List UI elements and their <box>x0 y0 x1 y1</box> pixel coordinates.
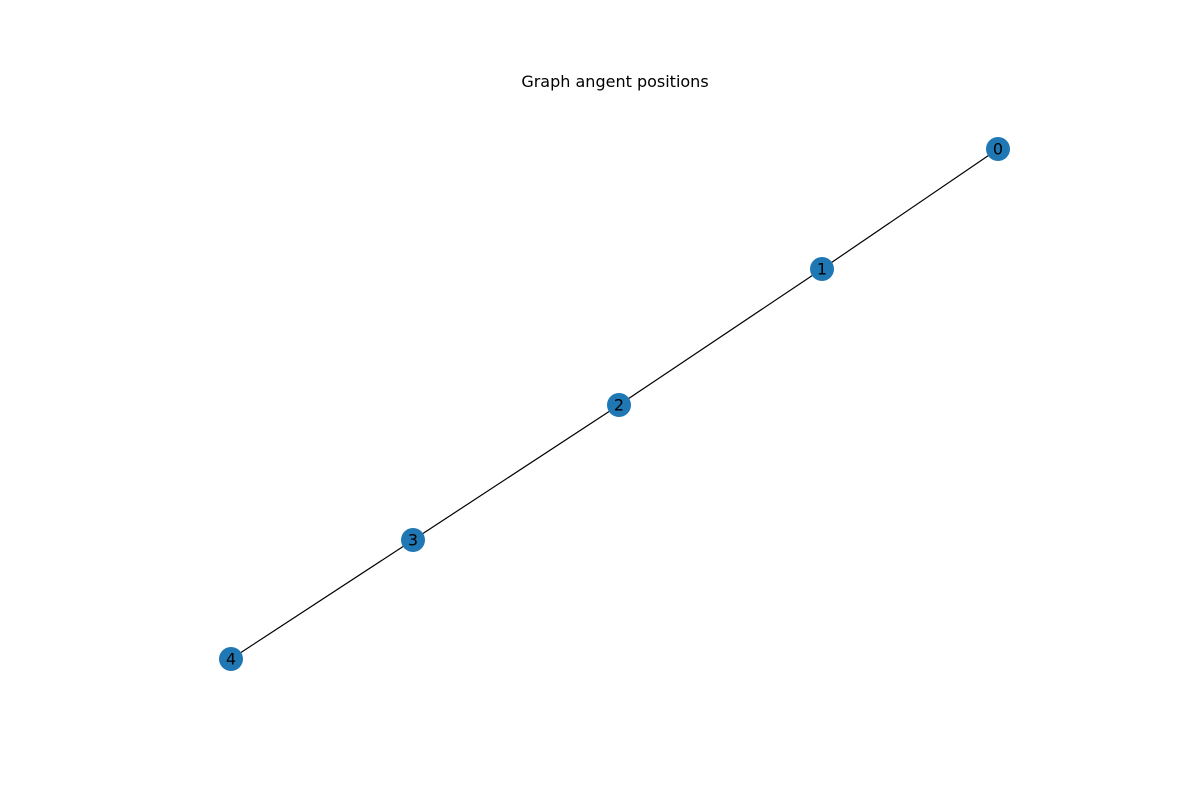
edge-3-4 <box>230 539 414 660</box>
node-4: 4 <box>219 647 243 671</box>
graph-title: Graph angent positions <box>521 72 709 91</box>
node-1: 1 <box>810 257 834 281</box>
node-label: 4 <box>226 650 236 669</box>
nodes-layer: 0 1 2 3 4 <box>219 137 1010 671</box>
edge-2-3 <box>412 404 620 541</box>
edge-0-1 <box>821 148 999 270</box>
node-circle <box>810 257 834 281</box>
node-0: 0 <box>986 137 1010 161</box>
node-label: 3 <box>408 531 418 550</box>
node-circle <box>401 528 425 552</box>
node-label: 0 <box>993 140 1003 159</box>
node-circle <box>607 393 631 417</box>
node-2: 2 <box>607 393 631 417</box>
node-3: 3 <box>401 528 425 552</box>
node-circle <box>219 647 243 671</box>
node-circle <box>986 137 1010 161</box>
node-label: 2 <box>614 396 624 415</box>
edges-layer <box>230 148 999 660</box>
node-label: 1 <box>817 260 827 279</box>
edge-1-2 <box>618 268 823 406</box>
